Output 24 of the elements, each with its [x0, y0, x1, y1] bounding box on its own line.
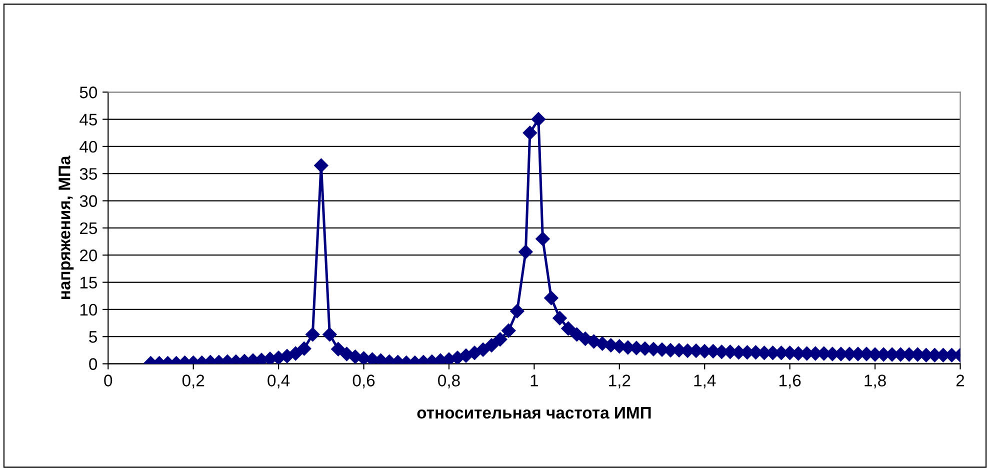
x-axis-title: относительная частота ИМП: [417, 407, 651, 419]
y-tick-label: 35: [80, 168, 98, 180]
y-tick-label: 10: [80, 304, 98, 316]
x-tick-label: 0: [104, 374, 112, 386]
x-tick-label: 0,8: [438, 374, 460, 388]
y-axis-title: напряжения, МПа: [58, 156, 74, 299]
x-tick-label: 1: [530, 374, 538, 386]
y-tick-label: 50: [80, 86, 98, 98]
y-tick-label: 20: [80, 250, 98, 262]
y-tick-label: 30: [80, 195, 98, 207]
x-tick-label: 0,4: [268, 374, 290, 388]
x-tick-label: 0,2: [182, 374, 204, 388]
x-tick-label: 2: [956, 374, 964, 386]
x-tick-label: 0,6: [352, 374, 375, 388]
y-tick-label: 5: [89, 331, 98, 343]
y-tick-label: 15: [80, 276, 98, 288]
x-tick-label: 1,2: [609, 374, 630, 388]
y-tick-label: 40: [80, 140, 98, 153]
y-tick-label: 45: [80, 114, 98, 126]
y-tick-label: 0: [89, 358, 98, 370]
x-tick-label: 1,6: [780, 374, 801, 388]
y-tick-label: 25: [80, 222, 98, 234]
x-tick-label: 1,8: [864, 374, 886, 388]
x-tick-label: 1,4: [694, 374, 716, 388]
